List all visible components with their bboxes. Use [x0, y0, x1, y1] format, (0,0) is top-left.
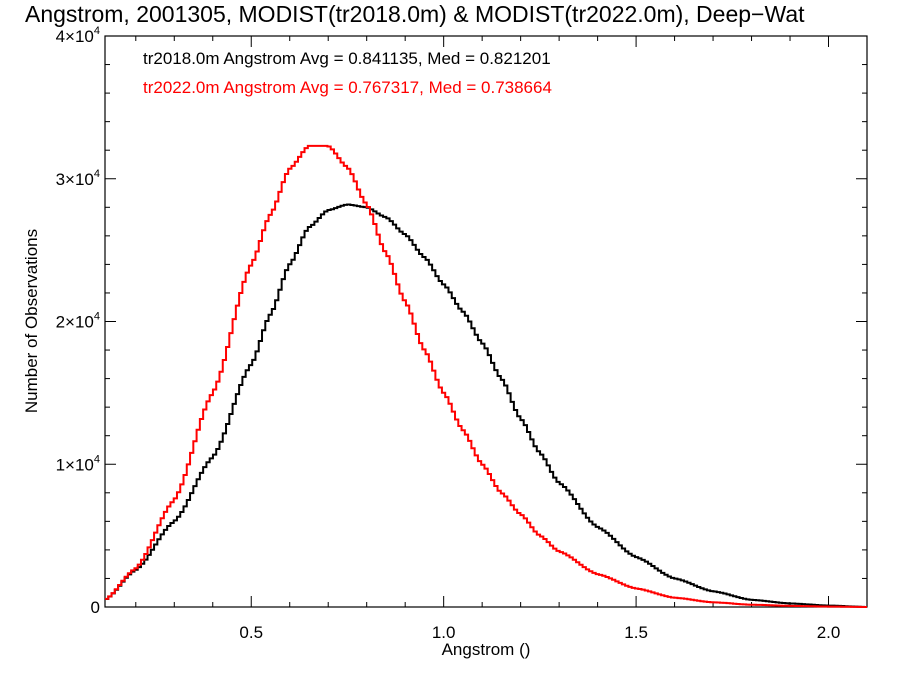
- y-tick-label: 2×104: [56, 311, 100, 332]
- x-tick-label: 1.5: [624, 623, 648, 642]
- y-tick-label: 1×104: [56, 453, 100, 474]
- y-tick-label: 4×104: [56, 25, 100, 46]
- y-tick-mantissa: 2×10: [56, 313, 94, 332]
- y-tick-mantissa: 1×10: [56, 455, 94, 474]
- x-axis-label: Angstrom (): [442, 640, 531, 659]
- series-line-tr2022.0m: [105, 144, 867, 608]
- series-layer: [105, 144, 867, 608]
- y-axis-label: Number of Observations: [22, 229, 41, 413]
- legend-entry-tr2022: tr2022.0m Angstrom Avg = 0.767317, Med =…: [143, 78, 552, 97]
- x-tick-label: 2.0: [817, 623, 841, 642]
- y-tick-exponent: 4: [94, 453, 100, 465]
- tick-marks: [105, 35, 867, 608]
- y-tick-mantissa: 0: [91, 598, 100, 617]
- plot-frame: [104, 35, 868, 608]
- y-tick-mantissa: 4×10: [56, 27, 94, 46]
- y-tick-exponent: 4: [94, 311, 100, 323]
- series-line-tr2018.0m: [105, 203, 867, 608]
- y-tick-mantissa: 3×10: [56, 170, 94, 189]
- y-tick-label: 0: [91, 598, 100, 617]
- y-tick-exponent: 4: [94, 25, 100, 37]
- chart-title: Angstrom, 2001305, MODIST(tr2018.0m) & M…: [25, 1, 805, 27]
- x-tick-label: 0.5: [239, 623, 263, 642]
- legend-entry-tr2018: tr2018.0m Angstrom Avg = 0.841135, Med =…: [143, 49, 551, 68]
- x-tick-label: 1.0: [432, 623, 456, 642]
- y-tick-label: 3×104: [56, 168, 100, 189]
- y-tick-exponent: 4: [94, 168, 100, 180]
